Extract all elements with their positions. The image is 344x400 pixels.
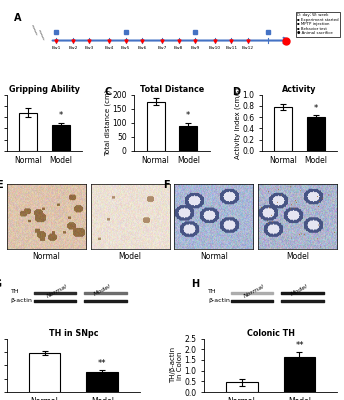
- Bar: [226, 382, 258, 392]
- Text: *: *: [186, 112, 191, 120]
- Bar: [147, 102, 165, 151]
- Text: /: /: [30, 24, 42, 36]
- Y-axis label: Total distance (cm): Total distance (cm): [105, 90, 111, 156]
- Bar: [307, 117, 325, 151]
- Text: Bw1: Bw1: [52, 46, 61, 50]
- Text: Bw7: Bw7: [158, 46, 167, 50]
- Text: Model: Model: [290, 284, 309, 297]
- Bar: [52, 125, 70, 151]
- Y-axis label: Activity Index (cm/s): Activity Index (cm/s): [234, 87, 241, 159]
- Text: F: F: [163, 180, 170, 190]
- Title: Total Distance: Total Distance: [140, 85, 204, 94]
- Text: β-actin: β-actin: [208, 298, 230, 302]
- Text: Bw12: Bw12: [242, 46, 254, 50]
- Title: TH in SNpc: TH in SNpc: [49, 329, 98, 338]
- X-axis label: Model: Model: [286, 252, 309, 261]
- Title: Activity: Activity: [282, 85, 317, 94]
- X-axis label: Model: Model: [119, 252, 142, 261]
- Text: β-actin: β-actin: [11, 298, 33, 302]
- Text: D: D: [232, 87, 240, 97]
- Text: Bw9: Bw9: [191, 46, 200, 50]
- Text: A: A: [13, 13, 21, 23]
- Text: Bw11: Bw11: [225, 46, 237, 50]
- Text: D: day; W: week
▪ Experiment started
▪ MPTP injection
▪ Behavior test
● Animal s: D: day; W: week ▪ Experiment started ▪ M…: [298, 13, 339, 35]
- Text: *: *: [314, 104, 318, 113]
- Text: E: E: [0, 180, 2, 190]
- Text: Bw8: Bw8: [174, 46, 183, 50]
- Text: Normal: Normal: [243, 284, 266, 299]
- Text: **: **: [295, 341, 304, 350]
- Text: TH: TH: [208, 289, 217, 294]
- Text: Bw2: Bw2: [68, 46, 78, 50]
- X-axis label: Normal: Normal: [200, 252, 228, 261]
- Text: **: **: [98, 359, 107, 368]
- Bar: [283, 357, 315, 392]
- Text: Bw6: Bw6: [138, 46, 147, 50]
- Text: TH: TH: [11, 289, 20, 294]
- Text: Bw3: Bw3: [85, 46, 94, 50]
- Text: Bw10: Bw10: [209, 46, 221, 50]
- Text: /: /: [36, 28, 48, 41]
- Bar: [29, 353, 61, 392]
- X-axis label: Normal: Normal: [32, 252, 60, 261]
- Title: Colonic TH: Colonic TH: [247, 329, 294, 338]
- Text: Bw4: Bw4: [105, 46, 114, 50]
- Bar: [86, 372, 118, 392]
- Text: C: C: [105, 87, 112, 97]
- Title: Gripping Ability: Gripping Ability: [9, 85, 80, 94]
- Text: H: H: [191, 279, 199, 289]
- Text: Normal: Normal: [46, 284, 69, 299]
- Bar: [274, 107, 292, 151]
- Text: Bw5: Bw5: [121, 46, 130, 50]
- Text: *: *: [58, 112, 63, 120]
- Bar: [179, 126, 197, 151]
- Text: Model: Model: [93, 284, 112, 297]
- Y-axis label: TH/β-actin
in Colon: TH/β-actin in Colon: [170, 347, 183, 383]
- Bar: [19, 113, 37, 151]
- Text: G: G: [0, 279, 2, 289]
